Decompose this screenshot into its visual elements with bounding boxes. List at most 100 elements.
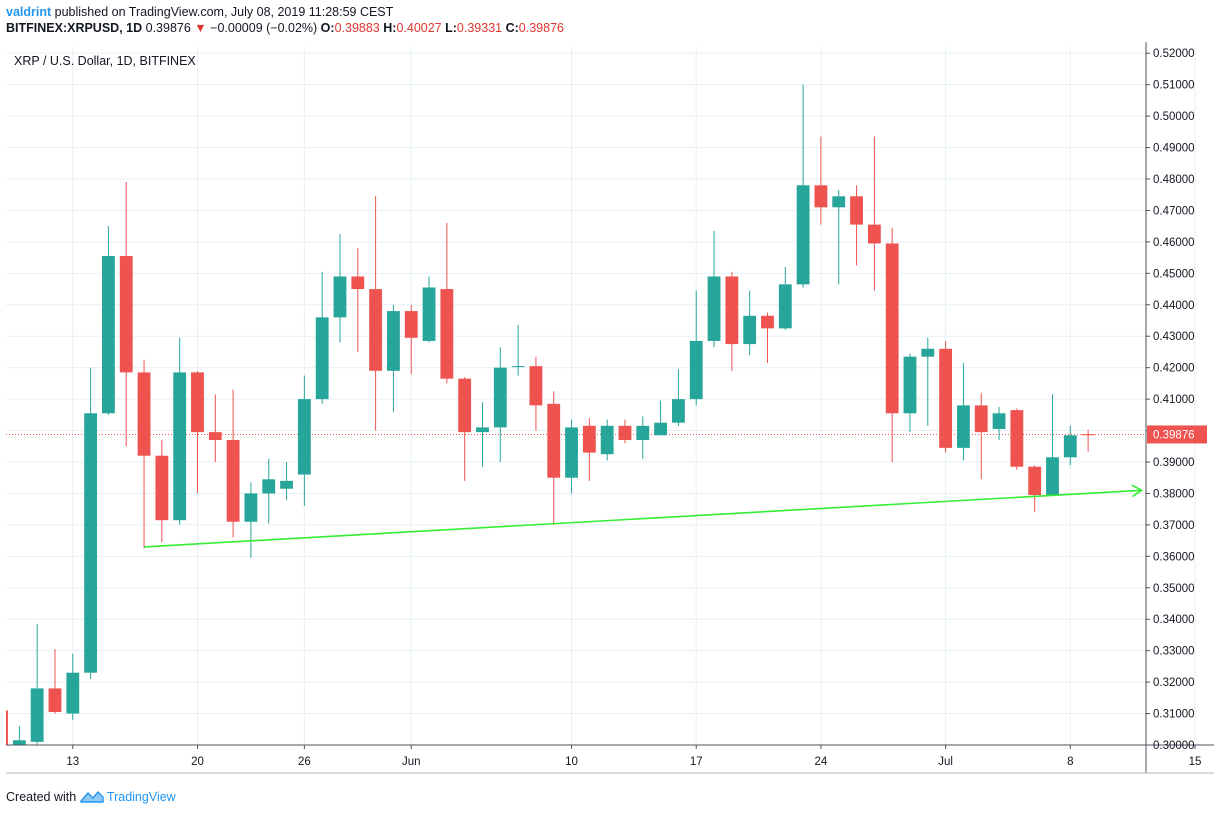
tradingview-logo-icon <box>79 790 104 803</box>
candle-up <box>422 276 436 343</box>
candle-body <box>84 413 98 673</box>
candle-body <box>796 185 810 285</box>
trendline[interactable] <box>144 484 1144 548</box>
candle-down <box>48 649 62 714</box>
ohlc-line: BITFINEX:XRPUSD, 1D 0.39876 ▼ −0.00009 (… <box>6 20 564 36</box>
candle-body <box>119 256 133 373</box>
candle-up <box>672 369 685 426</box>
y-tick-label: 0.39000 <box>1153 457 1195 469</box>
candle-body <box>974 405 988 433</box>
x-tick-label: 24 <box>815 756 828 768</box>
candle-body <box>297 399 311 475</box>
candle-up <box>493 347 507 463</box>
candle-body <box>1010 410 1024 467</box>
candle-body <box>618 425 632 440</box>
candle-down <box>761 312 774 363</box>
candle-down <box>119 182 133 447</box>
candle-body <box>333 276 347 318</box>
candle-up <box>689 290 703 406</box>
x-tick-label: 10 <box>565 756 578 768</box>
candle-up <box>476 402 489 467</box>
time-axis[interactable]: 13 20 26 Jun 10 17 24 Jul 8 15 <box>66 745 1201 768</box>
candle-down <box>814 136 828 225</box>
candle-body <box>244 493 258 522</box>
candle-up <box>565 419 578 494</box>
candle-up <box>315 271 329 404</box>
candle-up <box>903 353 917 433</box>
candle-body <box>636 425 650 440</box>
candle-body <box>440 289 454 379</box>
y-tick-label: 0.41000 <box>1153 394 1195 406</box>
candle-body <box>387 311 400 371</box>
candle-body <box>725 276 739 345</box>
candle-down <box>1010 408 1024 470</box>
y-tick-label: 0.46000 <box>1153 237 1195 249</box>
candle-body <box>529 366 543 406</box>
candle-body <box>850 196 863 225</box>
open-label: O: <box>320 21 335 35</box>
chart-title: XRP / U.S. Dollar, 1D, BITFINEX <box>14 54 196 68</box>
candle-down <box>6 710 8 745</box>
candle-body <box>48 688 62 712</box>
candle-up <box>600 419 614 461</box>
candle-up <box>636 416 650 459</box>
last-price-tag-bg <box>1147 425 1207 444</box>
candle-up <box>1046 394 1059 496</box>
candle-up <box>921 337 935 426</box>
candle-down <box>529 356 543 431</box>
price-axis[interactable]: 0.30000 0.31000 0.32000 0.33000 0.34000 0.350… <box>1146 48 1195 752</box>
candle-body <box>404 311 418 338</box>
x-tick-label: 15 <box>1189 756 1202 768</box>
candle-up <box>30 623 44 745</box>
candle-down <box>351 248 365 352</box>
candlestick-chart[interactable]: XRP / U.S. Dollar, 1D, BITFINEX 0.300000… <box>0 0 1214 785</box>
candle-body <box>369 289 383 371</box>
candle-body <box>226 439 240 522</box>
candle-body <box>1028 466 1042 496</box>
candle-down <box>155 439 169 543</box>
candle-body <box>1046 457 1059 496</box>
candle-body <box>832 196 846 208</box>
x-tick-label: 8 <box>1067 756 1073 768</box>
candle-body <box>1063 435 1077 458</box>
last-price-tag: 0.39876 <box>1147 425 1207 444</box>
candle-body <box>280 480 293 489</box>
candle-body <box>761 315 774 329</box>
candle-body <box>102 256 115 414</box>
down-triangle-icon: ▼ <box>194 21 207 35</box>
trendline-arrow-icon <box>1131 484 1144 498</box>
low-label: L: <box>445 21 457 35</box>
trendline-segment <box>144 489 1142 548</box>
candles <box>6 84 1095 745</box>
candle-body <box>689 340 703 400</box>
candle-body <box>939 348 953 448</box>
high-label: H: <box>383 21 397 35</box>
x-tick-label: 17 <box>690 756 703 768</box>
candle-down <box>850 185 863 266</box>
close-label: C: <box>505 21 519 35</box>
y-tick-label: 0.36000 <box>1153 551 1195 563</box>
candle-down <box>547 391 561 525</box>
tradingview-brand-link[interactable]: TradingView <box>106 790 176 804</box>
y-tick-label: 0.44000 <box>1153 300 1195 312</box>
candle-up <box>511 325 525 376</box>
y-tick-label: 0.45000 <box>1153 268 1195 280</box>
candle-body <box>351 276 365 290</box>
candle-up <box>84 367 98 679</box>
candle-body <box>778 284 792 329</box>
candle-up <box>262 458 276 524</box>
candle-body <box>137 372 151 456</box>
y-tick-label: 0.37000 <box>1153 520 1195 532</box>
author-link[interactable]: valdrint <box>6 5 52 19</box>
candle-down <box>1081 429 1095 452</box>
candle-body <box>672 399 685 423</box>
candle-up <box>832 190 846 285</box>
candle-body <box>743 315 757 345</box>
candle-body <box>582 425 596 453</box>
candle-body <box>814 185 828 208</box>
candle-up <box>707 230 721 348</box>
y-tick-label: 0.38000 <box>1153 488 1195 500</box>
price-change: −0.00009 (−0.02%) <box>210 21 318 35</box>
candle-down <box>208 394 222 463</box>
candle-body <box>12 740 26 745</box>
